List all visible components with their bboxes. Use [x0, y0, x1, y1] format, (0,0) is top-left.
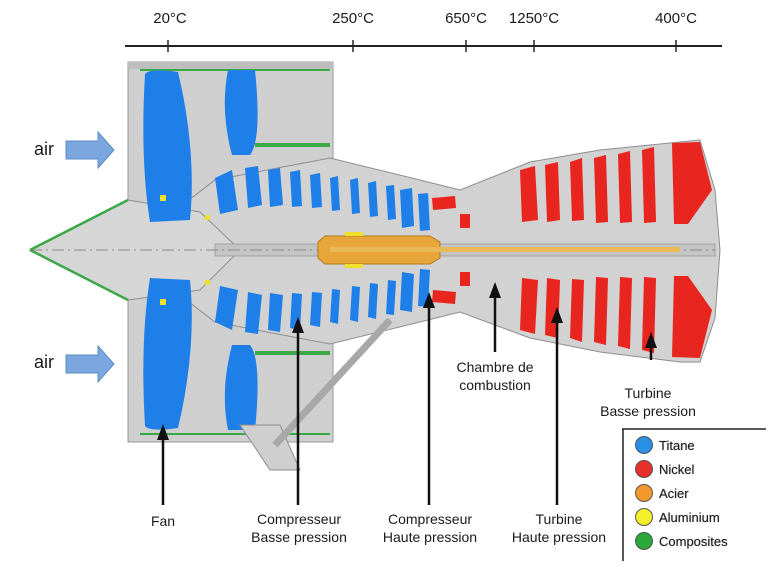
legend-label-composites: Composites	[659, 533, 728, 549]
lp-compressor-blades	[215, 166, 396, 334]
aluminium-parts	[160, 195, 363, 305]
air-label-top: air	[34, 139, 55, 159]
label-hp-compressor-line2: Haute pression	[382, 529, 478, 545]
label-hp-compressor: Compresseur Haute pression	[368, 510, 492, 546]
legend-swatch-aluminium	[635, 508, 653, 526]
turbine-blades	[520, 142, 712, 358]
label-combustion-chamber: Chambre de combustion	[440, 358, 550, 394]
outlet-guide-vane-top	[224, 70, 258, 155]
legend-label-acier: Acier	[659, 485, 689, 501]
legend-swatch-nickel	[635, 460, 653, 478]
fan-blade-top	[143, 70, 192, 223]
drive-shaft	[272, 317, 393, 448]
air-label-bottom: air	[34, 352, 55, 372]
label-lp-compressor-line1: Compresseur	[256, 511, 342, 527]
pointer-arrows	[157, 282, 657, 505]
label-lp-turbine-line1: Turbine	[624, 385, 672, 401]
temperature-label-hp-compressor: 650°C	[445, 10, 487, 27]
label-hp-turbine-line1: Turbine	[535, 511, 583, 527]
label-hp-turbine: Turbine Haute pression	[497, 510, 621, 546]
temperature-label-exhaust: 400°C	[655, 10, 697, 27]
label-combustion-line2: combustion	[459, 377, 531, 393]
fan-casing-top-trim	[128, 62, 333, 69]
combustion-chamber	[432, 196, 470, 304]
label-lp-turbine-line2: Basse pression	[600, 403, 696, 419]
legend-item-titane: Titane	[635, 435, 695, 455]
legend-swatch-composites	[635, 532, 653, 550]
label-hp-compressor-line1: Compresseur	[387, 511, 473, 527]
label-lp-compressor-line2: Basse pression	[251, 529, 347, 545]
legend-swatch-titane	[635, 436, 653, 454]
legend-label-aluminium: Aluminium	[659, 509, 720, 525]
air-arrow-bottom-icon	[65, 344, 115, 384]
legend-item-aluminium: Aluminium	[635, 507, 720, 527]
legend-label-titane: Titane	[659, 437, 695, 453]
label-lp-compressor: Compresseur Basse pression	[234, 510, 364, 546]
temperature-label-combustion: 1250°C	[508, 10, 560, 27]
steel-shaft-stripe	[330, 247, 680, 252]
legend-swatch-acier	[635, 484, 653, 502]
label-lp-turbine: Turbine Basse pression	[586, 384, 710, 420]
label-combustion-line1: Chambre de	[456, 359, 534, 375]
legend-item-nickel: Nickel	[635, 459, 694, 479]
legend-label-nickel: Nickel	[659, 461, 695, 477]
label-hp-turbine-line2: Haute pression	[511, 529, 607, 545]
label-fan: Fan	[150, 513, 176, 529]
legend-frame	[622, 428, 766, 561]
material-legend: Titane Nickel Acier Aluminium Composites	[621, 427, 767, 563]
outlet-guide-vane-bottom	[224, 345, 258, 430]
temperature-label-fan: 20°C	[153, 10, 187, 27]
temperature-label-lp-compressor: 250°C	[332, 10, 374, 27]
spinner-composite-edge	[29, 198, 129, 302]
legend-item-composites: Composites	[635, 531, 728, 551]
air-arrow-top-icon	[65, 130, 115, 170]
legend-item-acier: Acier	[635, 483, 689, 503]
fan-blade-bottom	[143, 278, 192, 430]
